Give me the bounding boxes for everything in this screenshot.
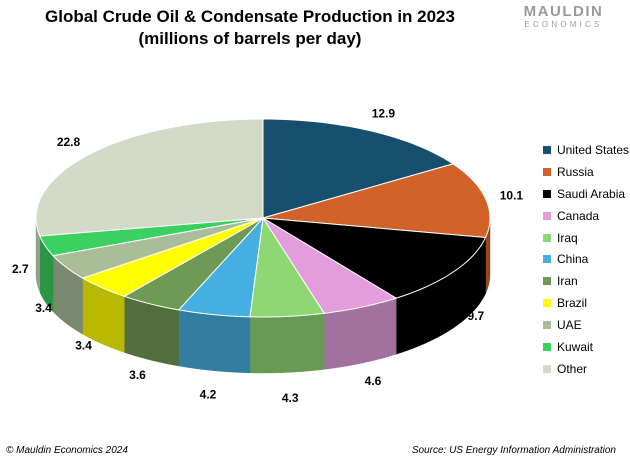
chart-title: Global Crude Oil & Condensate Production… <box>0 6 500 50</box>
legend-swatch <box>543 145 551 154</box>
pie-slice-other <box>35 118 264 237</box>
pie-slice-russia <box>262 163 491 239</box>
legend-label: Other <box>557 361 588 376</box>
pie-slice-canada <box>262 217 398 314</box>
legend-label: Iraq <box>557 230 578 245</box>
legend-swatch <box>543 233 551 242</box>
legend-swatch <box>543 211 551 220</box>
legend-label: UAE <box>557 318 582 333</box>
legend-label: China <box>557 252 589 267</box>
legend-swatch <box>543 167 551 176</box>
legend-item: Kuwait <box>543 336 629 358</box>
legend-swatch <box>543 364 551 373</box>
legend-label: Saudi Arabia <box>557 186 626 201</box>
legend-label: Brazil <box>557 296 588 311</box>
legend-swatch <box>543 342 551 351</box>
legend-label: Russia <box>557 164 594 179</box>
chart-legend: United States Russia Saudi Arabia Canada Ira… <box>543 139 629 380</box>
legend-swatch <box>543 321 551 330</box>
legend-item: Brazil <box>543 292 629 314</box>
title-line-1: Global Crude Oil & Condensate Production… <box>45 7 455 26</box>
pie-slice-kuwait <box>39 217 264 257</box>
brand-subtitle: ECONOMICS <box>524 20 603 29</box>
legend-item: China <box>543 248 629 270</box>
data-label-iran: 3.6 <box>129 368 146 382</box>
pie-side-iraq <box>249 313 325 374</box>
legend-item: Iran <box>543 270 629 292</box>
legend-label: Iran <box>557 274 578 289</box>
pie-sides <box>35 218 491 374</box>
source-note: Source: US Energy Information Administra… <box>411 445 616 456</box>
title-line-2: (millions of barrels per day) <box>138 29 362 48</box>
copyright-note: © Mauldin Economics 2024 <box>6 445 128 456</box>
data-label-other: 22.8 <box>57 135 81 149</box>
legend-label: Kuwait <box>557 339 594 354</box>
data-label-russia: 10.1 <box>500 189 524 203</box>
data-label-united-states: 12.9 <box>372 106 396 120</box>
legend-swatch <box>543 189 551 198</box>
legend-label: United States <box>557 142 630 157</box>
legend-swatch <box>543 255 551 264</box>
legend-item: Iraq <box>543 227 629 249</box>
data-labels: 12.9 10.1 9.7 4.6 4.3 4.2 3.6 3.4 3.4 2.7 22.8 <box>12 106 523 405</box>
data-label-china: 4.2 <box>200 388 217 402</box>
brand-logo: MAULDIN ECONOMICS <box>511 3 616 30</box>
pie-slice-china <box>177 216 264 318</box>
legend-item: United States <box>543 139 629 161</box>
pie-slice-united-states <box>262 118 455 219</box>
legend-label: Canada <box>557 208 600 223</box>
data-label-iraq: 4.3 <box>282 391 299 405</box>
legend-item: Canada <box>543 205 629 227</box>
data-label-kuwait: 2.7 <box>12 262 29 276</box>
legend-item: Russia <box>543 161 629 183</box>
legend-swatch <box>543 299 551 308</box>
pie-side-china <box>178 309 251 374</box>
pie-slices <box>35 118 491 318</box>
pie-slice-iran <box>123 217 264 311</box>
brand-name: MAULDIN <box>523 3 604 20</box>
legend-swatch <box>543 277 551 286</box>
data-label-canada: 4.6 <box>365 374 382 388</box>
data-label-uae: 3.4 <box>35 301 52 315</box>
legend-item: UAE <box>543 314 629 336</box>
pie-slice-uae <box>52 217 264 279</box>
pie-slice-saudi-arabia <box>262 217 487 299</box>
legend-item: Other <box>543 358 629 380</box>
data-label-saudi-arabia: 9.7 <box>468 309 485 323</box>
data-label-brazil: 3.4 <box>75 339 92 353</box>
pie-slice-iraq <box>249 216 326 318</box>
pie-slice-brazil <box>81 217 264 297</box>
legend-item: Saudi Arabia <box>543 183 629 205</box>
